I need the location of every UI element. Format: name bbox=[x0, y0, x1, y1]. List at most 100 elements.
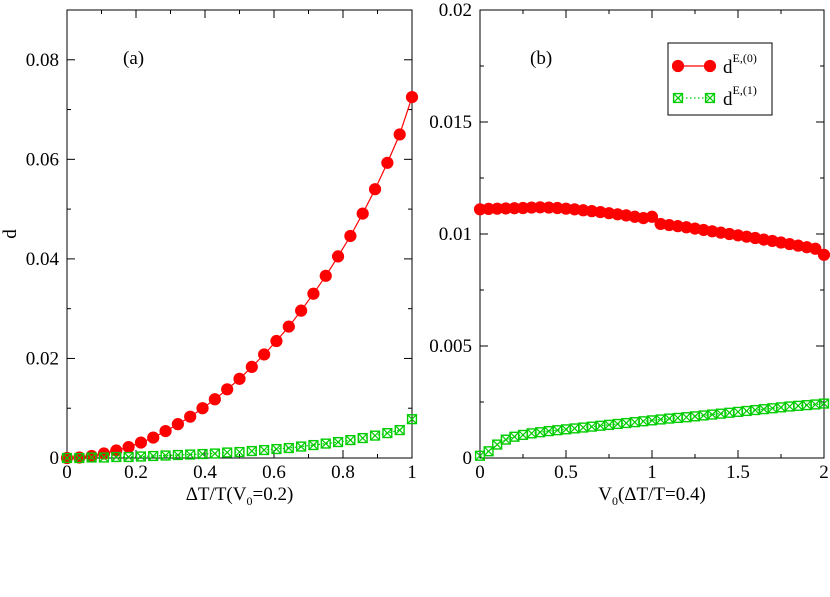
legend-label: dE,(0) bbox=[723, 51, 757, 78]
marker-box bbox=[345, 434, 356, 446]
series-markers-0 bbox=[473, 201, 830, 261]
data-point bbox=[86, 452, 97, 463]
data-point bbox=[171, 418, 184, 431]
data-point bbox=[122, 440, 135, 454]
marker-cross bbox=[86, 452, 97, 463]
marker-cross bbox=[320, 438, 331, 449]
legend-label: dE,(1) bbox=[723, 83, 757, 110]
marker-cross bbox=[148, 451, 159, 461]
marker-cross bbox=[586, 421, 597, 432]
x-tick-label: 0.8 bbox=[331, 462, 355, 483]
marker-box bbox=[818, 398, 830, 409]
marker-cross bbox=[123, 452, 134, 462]
data-point bbox=[270, 334, 283, 348]
data-point bbox=[369, 430, 381, 441]
legend-label-sup: E,(0) bbox=[733, 51, 757, 65]
marker-box bbox=[135, 451, 147, 462]
data-point bbox=[810, 399, 821, 410]
marker-cross bbox=[283, 443, 294, 453]
marker-cross bbox=[819, 398, 829, 409]
data-point bbox=[817, 248, 830, 261]
x-tick-label: 0.6 bbox=[262, 462, 286, 483]
marker-cross bbox=[357, 433, 368, 443]
y-tick-label: 0.04 bbox=[26, 249, 60, 270]
marker-box bbox=[382, 428, 393, 439]
data-point bbox=[295, 304, 308, 317]
data-point bbox=[208, 393, 221, 406]
legend-marker bbox=[703, 59, 717, 73]
marker-cross bbox=[629, 417, 640, 427]
marker-cross bbox=[690, 411, 700, 422]
marker-box bbox=[111, 451, 122, 463]
x-tick-label: 0 bbox=[62, 462, 72, 483]
x-axis-label: V0(ΔT/T=0.4) bbox=[598, 484, 706, 508]
data-point bbox=[296, 441, 307, 452]
y-tick-label: 0.08 bbox=[26, 50, 59, 71]
marker-cross bbox=[500, 434, 511, 445]
marker-cross bbox=[160, 450, 171, 461]
data-point bbox=[368, 183, 382, 196]
y-tick-label: 0.06 bbox=[26, 149, 59, 170]
marker-cross bbox=[308, 440, 319, 450]
y-tick-label: 0 bbox=[50, 448, 60, 469]
x-tick-label: 1 bbox=[647, 462, 657, 483]
data-point bbox=[74, 452, 85, 464]
marker-box bbox=[704, 92, 716, 104]
marker-cross bbox=[750, 405, 761, 415]
marker-cross bbox=[595, 420, 606, 431]
marker-cross bbox=[197, 449, 208, 459]
data-point bbox=[283, 442, 294, 454]
data-point bbox=[483, 446, 494, 457]
data-point bbox=[707, 409, 718, 420]
data-point bbox=[123, 451, 134, 463]
data-point bbox=[344, 229, 357, 243]
data-point bbox=[543, 426, 554, 437]
marker-cross bbox=[724, 407, 735, 418]
legend-box bbox=[667, 42, 773, 116]
data-point bbox=[603, 419, 615, 430]
marker-box bbox=[160, 450, 171, 461]
marker-cross bbox=[271, 444, 282, 454]
series-markers-1 bbox=[474, 398, 830, 461]
marker-cross bbox=[715, 408, 726, 419]
marker-box bbox=[209, 448, 220, 459]
marker-cross bbox=[210, 448, 220, 459]
marker-cross bbox=[222, 447, 233, 458]
data-point bbox=[222, 447, 233, 458]
marker-cross bbox=[345, 435, 356, 445]
data-point bbox=[809, 242, 822, 255]
marker-cross bbox=[681, 412, 692, 423]
marker-cross bbox=[535, 427, 546, 438]
marker-cross bbox=[407, 414, 417, 424]
marker-cross bbox=[483, 446, 494, 457]
data-point bbox=[245, 360, 258, 374]
x-axis-label-sub: 0 bbox=[612, 494, 618, 508]
data-point bbox=[517, 429, 529, 441]
data-point bbox=[406, 414, 418, 425]
marker-cross bbox=[638, 416, 649, 427]
marker-cross bbox=[647, 415, 657, 426]
data-point bbox=[61, 452, 73, 464]
marker-cross bbox=[333, 437, 343, 447]
marker-cross bbox=[801, 400, 812, 410]
marker-box bbox=[320, 438, 331, 449]
data-point bbox=[147, 431, 160, 444]
marker-cross bbox=[621, 418, 632, 428]
marker-cross bbox=[518, 430, 528, 440]
marker-box bbox=[672, 92, 684, 104]
marker-box bbox=[98, 452, 110, 463]
marker-box bbox=[283, 442, 294, 454]
marker-box bbox=[394, 425, 405, 436]
marker-box bbox=[123, 451, 134, 463]
legend-marker bbox=[704, 92, 716, 104]
y-tick-label: 0.005 bbox=[429, 336, 472, 357]
data-point bbox=[732, 406, 744, 417]
data-point bbox=[184, 410, 197, 423]
marker-cross bbox=[259, 445, 269, 455]
data-point bbox=[331, 250, 345, 263]
marker-box bbox=[406, 414, 418, 425]
series-line-1 bbox=[479, 403, 825, 457]
x-axis-label-tail: (ΔT/T=0.4) bbox=[618, 484, 706, 505]
series-markers-1 bbox=[61, 414, 418, 464]
marker-cross bbox=[705, 93, 715, 103]
